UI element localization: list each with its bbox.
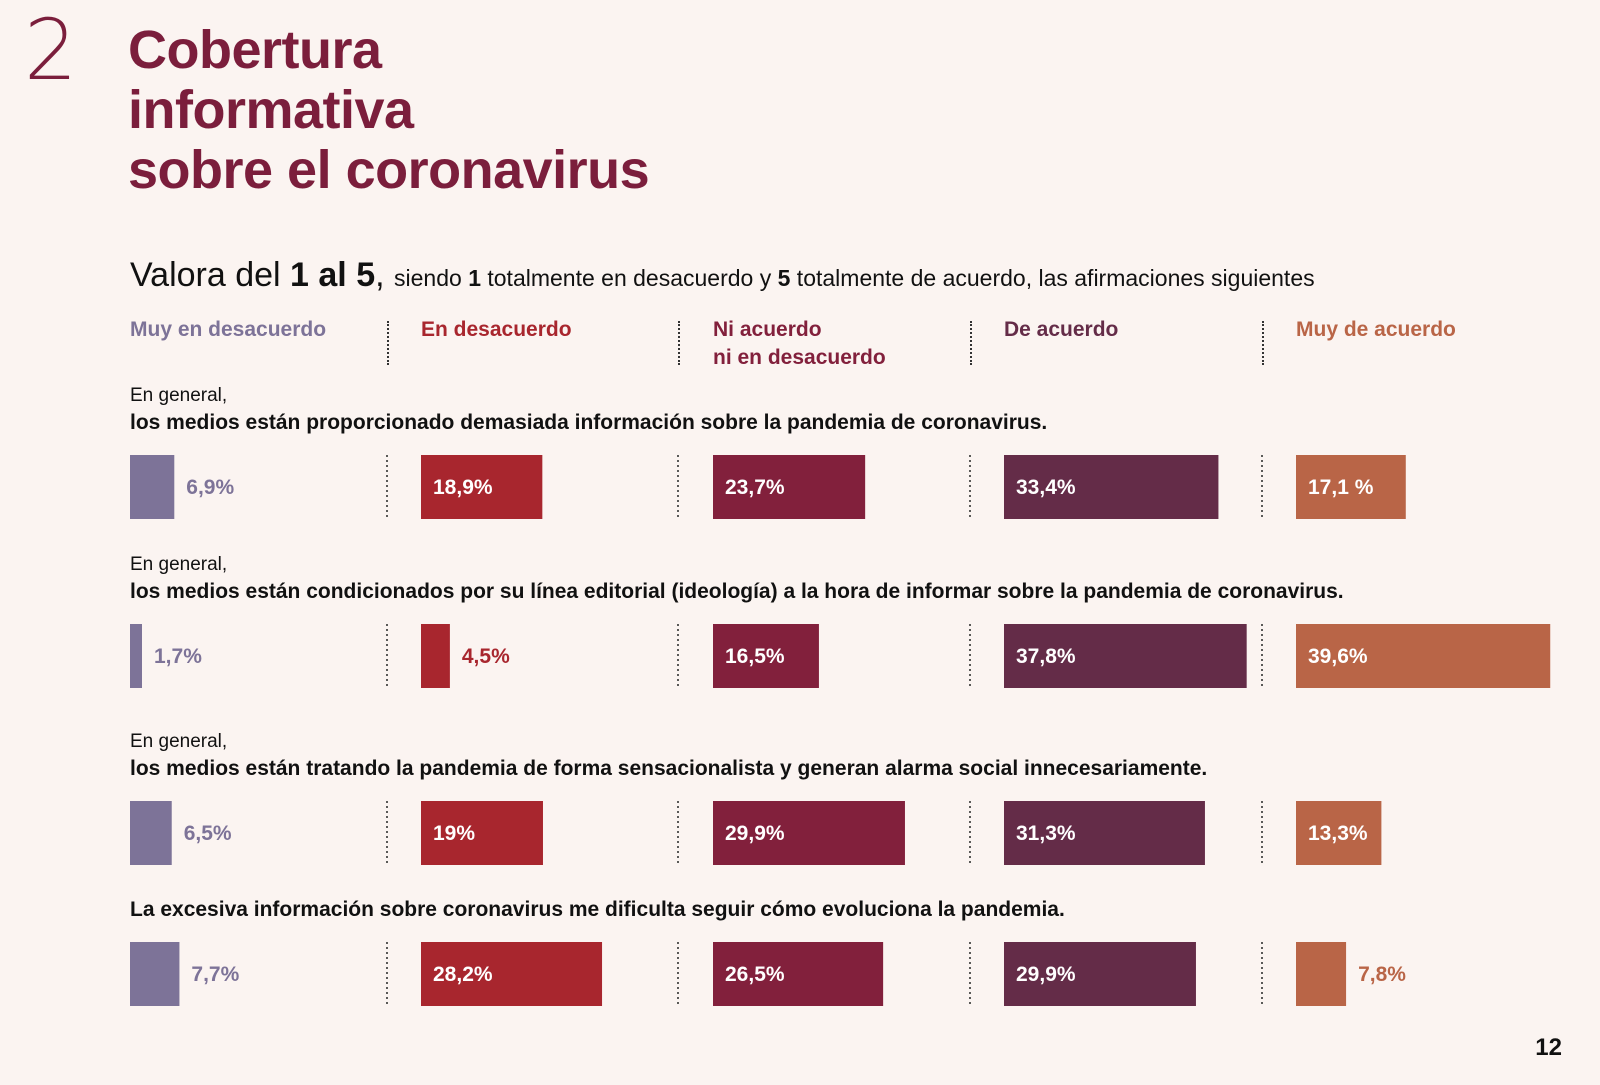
value-label-q4-desacuerdo: 28,2%: [433, 963, 493, 986]
value-label-q4-acuerdo: 29,9%: [1016, 963, 1076, 986]
bar-q4-muy-acuerdo: [1296, 942, 1347, 1006]
bar-q3-acuerdo: [1004, 801, 1205, 865]
header-separator: [1262, 321, 1264, 365]
legend-desacuerdo: En desacuerdo: [421, 316, 572, 344]
legend-muy-acuerdo-line: Muy de acuerdo: [1296, 318, 1456, 341]
legend-muy-desacuerdo-line: Muy en desacuerdo: [130, 318, 327, 341]
question-4-text: La excesiva información sobre coronaviru…: [130, 898, 1065, 921]
legend-ni-ni-line-2: ni en desacuerdo: [713, 346, 886, 369]
value-label-q1-acuerdo: 33,4%: [1016, 476, 1076, 499]
page-title: Cobertura informativa sobre el coronavir…: [128, 20, 650, 200]
bar-q3-ni-ni: [713, 801, 905, 865]
value-label-q3-acuerdo: 31,3%: [1016, 822, 1076, 845]
intro-lead-bold: 1 al 5: [290, 256, 376, 294]
question-intro: Valora del 1 al 5, siendo 1 totalmente e…: [130, 256, 1315, 295]
title-line-1: Cobertura: [128, 20, 382, 80]
question-2-text: los medios están condicionados por su lí…: [130, 580, 1344, 603]
intro-part3: totalmente de acuerdo, las afirmaciones …: [790, 265, 1315, 291]
bar-q4-ni-ni: [713, 942, 884, 1006]
intro-comma: ,: [375, 256, 395, 294]
bar-q3-desacuerdo: [421, 801, 543, 865]
intro-part1: siendo: [394, 265, 469, 291]
value-label-q4-muy-acuerdo: 7,8%: [1358, 963, 1406, 986]
value-label-q1-desacuerdo: 18,9%: [433, 476, 493, 499]
bar-q1-muy-acuerdo: [1296, 455, 1406, 519]
legend-ni-ni: Ni acuerdo ni en desacuerdo: [713, 316, 886, 372]
value-label-q3-desacuerdo: 19%: [433, 822, 475, 845]
header-separator: [678, 321, 680, 365]
intro-part2: totalmente en desacuerdo y: [480, 265, 778, 291]
value-label-q4-muy-desacuerdo: 7,7%: [191, 963, 239, 986]
legend-muy-desacuerdo: Muy en desacuerdo: [130, 316, 326, 344]
value-label-q1-muy-desacuerdo: 6,9%: [186, 476, 234, 499]
bar-q2-ni-ni: [713, 624, 819, 688]
legend-muy-acuerdo: Muy de acuerdo: [1296, 316, 1456, 344]
question-1-intro: En general,: [130, 385, 228, 406]
bar-q2-desacuerdo: [421, 624, 450, 688]
value-label-q3-ni-ni: 29,9%: [725, 822, 785, 845]
legend-ni-ni-line-1: Ni acuerdo: [713, 318, 822, 341]
header-separator: [387, 321, 389, 365]
value-label-q1-muy-acuerdo: 17,1 %: [1308, 476, 1374, 499]
bar-q1-muy-desacuerdo: [130, 455, 175, 519]
question-3-text: los medios están tratando la pandemia de…: [130, 757, 1208, 780]
title-line-2: informativa: [128, 80, 414, 140]
question-2-intro: En general,: [130, 554, 228, 575]
section-number: 2: [24, 1, 78, 99]
legend-desacuerdo-line: En desacuerdo: [421, 318, 572, 341]
question-3-intro: En general,: [130, 731, 228, 752]
value-label-q2-desacuerdo: 4,5%: [462, 645, 510, 668]
legend-acuerdo-line: De acuerdo: [1004, 318, 1119, 341]
page-number: 12: [1535, 1034, 1562, 1061]
intro-lead: Valora del: [130, 256, 291, 294]
bar-q3-muy-desacuerdo: [130, 801, 172, 865]
header-separator: [970, 321, 972, 365]
bar-q4-acuerdo: [1004, 942, 1196, 1006]
bar-q2-acuerdo: [1004, 624, 1247, 688]
intro-one: 1: [468, 265, 481, 291]
bar-q4-desacuerdo: [421, 942, 603, 1006]
bar-q2-muy-desacuerdo: [130, 624, 142, 688]
bar-q4-muy-desacuerdo: [130, 942, 180, 1006]
value-label-q3-muy-desacuerdo: 6,5%: [184, 822, 232, 845]
value-label-q2-ni-ni: 16,5%: [725, 645, 785, 668]
value-label-q2-acuerdo: 37,8%: [1016, 645, 1076, 668]
value-label-q1-ni-ni: 23,7%: [725, 476, 785, 499]
question-1-text: los medios están proporcionado demasiada…: [130, 411, 1048, 434]
intro-five: 5: [777, 265, 791, 291]
legend-acuerdo: De acuerdo: [1004, 316, 1118, 344]
value-label-q4-ni-ni: 26,5%: [725, 963, 785, 986]
value-label-q2-muy-acuerdo: 39,6%: [1308, 645, 1368, 668]
bar-q2-muy-acuerdo: [1296, 624, 1551, 688]
title-line-3: sobre el coronavirus: [128, 140, 650, 200]
bar-q1-ni-ni: [713, 455, 866, 519]
bar-q1-acuerdo: [1004, 455, 1219, 519]
bar-q1-desacuerdo: [421, 455, 543, 519]
value-label-q3-muy-acuerdo: 13,3%: [1308, 822, 1368, 845]
value-label-q2-muy-desacuerdo: 1,7%: [154, 645, 202, 668]
bar-q3-muy-acuerdo: [1296, 801, 1382, 865]
